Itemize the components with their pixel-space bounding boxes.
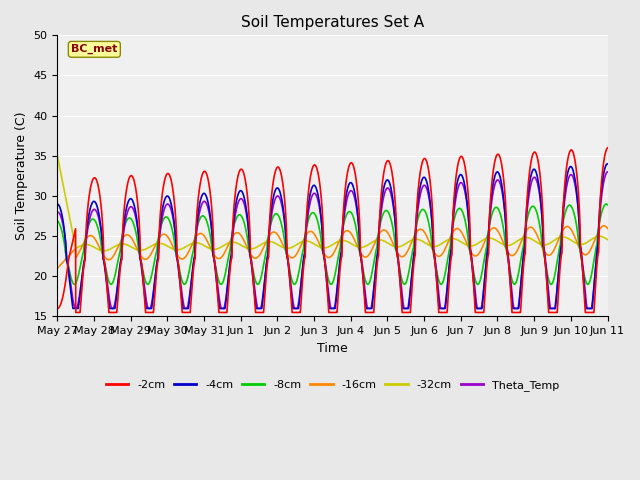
-32cm (225, 240, 232, 246)
-16cm (433, 253, 441, 259)
-4cm (120, 222, 127, 228)
-2cm (72, 310, 79, 315)
-2cm (119, 223, 127, 228)
-4cm (119, 229, 127, 235)
-8cm (434, 273, 442, 279)
-16cm (225, 242, 232, 248)
-2cm (54, 306, 61, 312)
-8cm (119, 229, 127, 235)
-16cm (54, 265, 61, 271)
Theta_Temp (434, 280, 442, 286)
-4cm (434, 288, 442, 294)
-8cm (604, 202, 611, 208)
Theta_Temp (120, 229, 127, 235)
X-axis label: Time: Time (317, 342, 348, 355)
-8cm (479, 268, 486, 274)
-32cm (479, 238, 486, 243)
-32cm (120, 241, 127, 247)
Line: -2cm: -2cm (58, 148, 607, 312)
-16cm (119, 235, 127, 241)
-2cm (120, 212, 127, 217)
Theta_Temp (119, 235, 127, 241)
Theta_Temp (72, 306, 79, 312)
Line: -16cm: -16cm (58, 226, 607, 268)
-32cm (119, 241, 127, 247)
-8cm (88, 216, 96, 222)
Y-axis label: Soil Temperature (C): Soil Temperature (C) (15, 112, 28, 240)
Line: -8cm: -8cm (58, 204, 607, 284)
-16cm (600, 223, 607, 228)
Theta_Temp (54, 209, 61, 215)
Line: Theta_Temp: Theta_Temp (58, 172, 607, 309)
Theta_Temp (88, 208, 96, 214)
-4cm (479, 302, 486, 308)
-8cm (120, 226, 127, 232)
-8cm (225, 254, 232, 260)
-4cm (88, 200, 96, 206)
-16cm (120, 234, 127, 240)
-4cm (604, 161, 611, 167)
-8cm (70, 281, 78, 287)
-32cm (54, 153, 61, 159)
-2cm (225, 286, 232, 291)
-8cm (602, 201, 610, 207)
Text: BC_met: BC_met (71, 44, 118, 54)
-2cm (479, 310, 486, 315)
Legend: -2cm, -4cm, -8cm, -16cm, -32cm, Theta_Temp: -2cm, -4cm, -8cm, -16cm, -32cm, Theta_Te… (102, 375, 563, 395)
-32cm (100, 248, 108, 253)
Title: Soil Temperatures Set A: Soil Temperatures Set A (241, 15, 424, 30)
-8cm (54, 218, 61, 224)
-2cm (88, 178, 96, 184)
Theta_Temp (604, 169, 611, 175)
-16cm (478, 245, 486, 251)
-16cm (604, 226, 611, 231)
-4cm (54, 201, 61, 207)
-4cm (604, 161, 611, 167)
Line: -32cm: -32cm (58, 156, 607, 251)
-32cm (88, 243, 96, 249)
-4cm (69, 306, 77, 312)
Theta_Temp (479, 299, 486, 304)
-2cm (434, 292, 442, 298)
-32cm (434, 243, 442, 249)
-32cm (604, 237, 611, 242)
Line: -4cm: -4cm (58, 164, 607, 309)
-4cm (225, 273, 232, 279)
-16cm (88, 233, 96, 239)
Theta_Temp (225, 273, 232, 279)
-2cm (604, 145, 611, 151)
